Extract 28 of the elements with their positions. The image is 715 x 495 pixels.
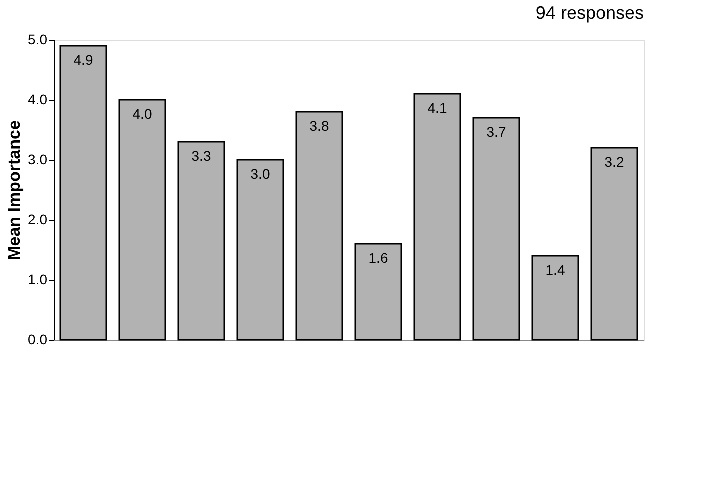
- bar: [590, 147, 638, 341]
- bar: [414, 93, 462, 341]
- y-tick-label: 3.0: [28, 152, 48, 168]
- data-label: 3.8: [310, 118, 330, 134]
- bar: [118, 99, 166, 341]
- bar: [296, 111, 344, 341]
- data-label: 1.4: [546, 262, 566, 278]
- bar: [236, 159, 284, 341]
- data-label: 4.9: [74, 52, 94, 68]
- data-label: 4.1: [428, 100, 448, 116]
- data-label: 3.7: [486, 124, 506, 140]
- bar: [472, 117, 520, 341]
- y-axis-title: Mean Importance: [5, 120, 24, 260]
- bar: [532, 255, 580, 341]
- bar: [60, 45, 108, 341]
- data-label: 4.0: [132, 106, 152, 122]
- bar: [178, 141, 226, 341]
- data-label: 1.6: [368, 250, 388, 266]
- bar: [354, 243, 402, 341]
- data-label: 3.3: [192, 148, 212, 164]
- y-tick-label: 0.0: [28, 332, 48, 348]
- y-tick-label: 4.0: [28, 92, 48, 108]
- data-label: 3.0: [250, 166, 270, 182]
- y-tick-label: 5.0: [28, 32, 48, 48]
- data-label: 3.2: [604, 154, 624, 170]
- y-tick-label: 1.0: [28, 272, 48, 288]
- text: 94 responses: [536, 3, 644, 23]
- y-tick-label: 2.0: [28, 212, 48, 228]
